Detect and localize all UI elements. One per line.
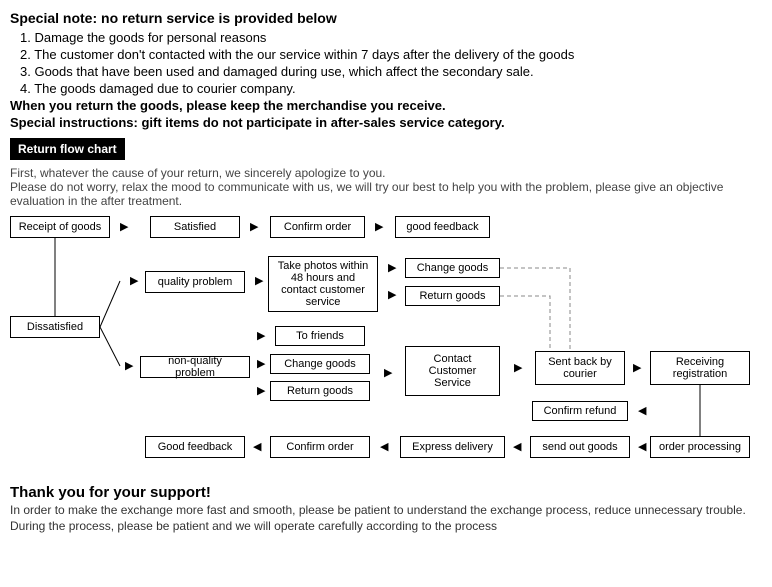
- flow-arrow-15: ◀: [253, 440, 261, 453]
- flow-arrow-7: ▶: [125, 359, 133, 372]
- flow-node-contactcs: Contact Customer Service: [405, 346, 500, 396]
- note-item-1: 1. Damage the goods for personal reasons: [20, 30, 762, 45]
- flow-node-returngoods1: Return goods: [405, 286, 500, 306]
- flow-node-quality: quality problem: [145, 271, 245, 293]
- flow-node-changegoods1: Change goods: [405, 258, 500, 278]
- flow-arrow-11: ▶: [384, 366, 392, 379]
- flow-node-goodfb1: good feedback: [395, 216, 490, 238]
- note-item-2: 2. The customer don't contacted with the…: [20, 47, 762, 62]
- flow-node-confirmrefund: Confirm refund: [532, 401, 628, 421]
- flow-node-confirm2: Confirm order: [270, 436, 370, 458]
- special-instructions: Special instructions: gift items do not …: [10, 115, 762, 130]
- intro-line-2: Please do not worry, relax the mood to c…: [10, 180, 723, 208]
- return-note: When you return the goods, please keep t…: [10, 98, 762, 113]
- flow-arrow-17: ◀: [513, 440, 521, 453]
- flow-arrow-13: ▶: [633, 361, 641, 374]
- flow-arrow-8: ▶: [257, 329, 265, 342]
- flow-node-satisfied: Satisfied: [150, 216, 240, 238]
- flow-arrow-3: ▶: [130, 274, 138, 287]
- flow-arrow-10: ▶: [257, 384, 265, 397]
- flow-arrow-0: ▶: [120, 220, 128, 233]
- intro-line-1: First, whatever the cause of your return…: [10, 166, 386, 180]
- flow-arrow-1: ▶: [250, 220, 258, 233]
- flow-arrow-12: ▶: [514, 361, 522, 374]
- flow-arrow-9: ▶: [257, 357, 265, 370]
- flow-node-changegoods2: Change goods: [270, 354, 370, 374]
- flow-arrow-16: ◀: [380, 440, 388, 453]
- flow-node-nonquality: non-quality problem: [140, 356, 250, 378]
- footer-line-2: During the process, please be patient an…: [10, 519, 762, 533]
- flow-arrow-14: ◀: [638, 404, 646, 417]
- flow-node-sentback: Sent back by courier: [535, 351, 625, 385]
- flow-node-express: Express delivery: [400, 436, 505, 458]
- return-flow-chart-badge: Return flow chart: [10, 138, 125, 160]
- flow-node-photos: Take photos within 48 hours and contact …: [268, 256, 378, 312]
- flowchart-area: Receipt of goods Satisfied Confirm order go…: [10, 216, 762, 476]
- flow-node-orderproc: order processing: [650, 436, 750, 458]
- flow-arrow-6: ▶: [388, 288, 396, 301]
- flow-node-receiving: Receiving registration: [650, 351, 750, 385]
- note-item-4: 4. The goods damaged due to courier comp…: [20, 81, 762, 96]
- flow-node-receipt: Receipt of goods: [10, 216, 110, 238]
- flow-node-dissatisfied: Dissatisfied: [10, 316, 100, 338]
- footer-line-1: In order to make the exchange more fast …: [10, 503, 762, 517]
- flow-node-goodfb2: Good feedback: [145, 436, 245, 458]
- special-note-title: Special note: no return service is provi…: [10, 10, 762, 26]
- intro-text: First, whatever the cause of your return…: [10, 166, 762, 208]
- flow-arrow-4: ▶: [255, 274, 263, 287]
- note-item-3: 3. Goods that have been used and damaged…: [20, 64, 762, 79]
- thank-you-title: Thank you for your support!: [10, 484, 762, 501]
- flow-node-tofriends: To friends: [275, 326, 365, 346]
- flow-node-returngoods2: Return goods: [270, 381, 370, 401]
- flow-node-confirm1: Confirm order: [270, 216, 365, 238]
- flow-arrow-2: ▶: [375, 220, 383, 233]
- flow-arrow-5: ▶: [388, 261, 396, 274]
- flow-arrow-18: ◀: [638, 440, 646, 453]
- flow-node-sendout: send out goods: [530, 436, 630, 458]
